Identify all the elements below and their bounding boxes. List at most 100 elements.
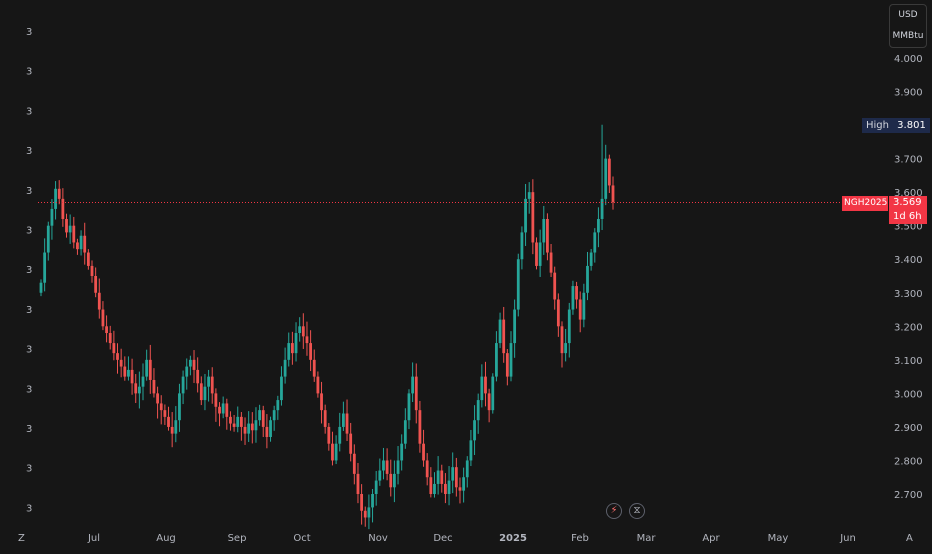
candle-body (334, 443, 338, 461)
candle-body (196, 369, 200, 384)
candle (360, 484, 364, 525)
candle-body (105, 326, 108, 334)
candle-body (407, 393, 411, 421)
candle-body (101, 309, 105, 327)
currency-unit-selector[interactable]: USD MMBtu (889, 4, 927, 48)
candle (516, 253, 520, 317)
candle (309, 330, 313, 372)
candle-body (520, 232, 524, 260)
candle (349, 422, 353, 462)
candle-body (130, 369, 134, 384)
candle (371, 488, 374, 523)
hourglass-icon[interactable]: ⧖ (629, 503, 645, 519)
time-tick-label: Apr (702, 533, 720, 544)
candle-body (309, 343, 313, 360)
candle (305, 321, 309, 356)
candle-body (546, 218, 549, 253)
candle-body (83, 235, 87, 253)
auto-scale-toggle[interactable]: A (906, 533, 913, 544)
candle-body (447, 480, 451, 494)
candle (444, 473, 447, 504)
candle (280, 366, 283, 406)
candle (363, 506, 367, 527)
lightning-icon[interactable]: ⚡ (606, 503, 622, 519)
left-price-axis[interactable]: 3 3 3 3 3 3 3 3 3 3 3 3 3 (26, 27, 32, 514)
candle-body (564, 343, 568, 354)
candle-body (236, 416, 240, 427)
candle-body (516, 259, 520, 310)
candle-body (542, 218, 546, 243)
candle (411, 362, 415, 402)
time-tick-label: Aug (156, 533, 176, 544)
candle-body (148, 359, 152, 380)
candle-body (469, 440, 473, 461)
candle (174, 406, 178, 443)
candle-body (418, 410, 422, 444)
candle-body (108, 333, 112, 344)
candle-body (210, 376, 214, 394)
left-tick-label: 3 (26, 186, 32, 197)
right-tick-label: 3.100 (894, 356, 923, 367)
candle (560, 321, 564, 368)
candle-body (90, 265, 94, 276)
candle (86, 249, 90, 270)
candle (46, 221, 50, 261)
candle-body (243, 426, 247, 434)
left-tick-label: 3 (26, 384, 32, 395)
candle (578, 291, 582, 333)
candle-body (294, 333, 298, 354)
candle-body (72, 225, 76, 243)
candle-body (298, 326, 302, 334)
candle-body (360, 494, 364, 511)
candle-body (436, 470, 440, 484)
candle (54, 181, 57, 220)
candle (152, 368, 156, 398)
candle-body (575, 286, 578, 300)
left-corner-label[interactable]: Z (18, 533, 25, 544)
candle (549, 243, 553, 277)
candle-body (199, 383, 203, 401)
candle (338, 412, 342, 452)
unit-label: MMBtu (892, 31, 924, 41)
candle (79, 230, 83, 256)
candle (90, 260, 94, 283)
candle-body (225, 403, 229, 417)
high-label: High (866, 120, 889, 131)
candle (542, 205, 546, 255)
candle (567, 302, 571, 358)
candle (367, 494, 371, 530)
candle-body (68, 225, 72, 233)
candle (334, 435, 338, 465)
left-tick-label: 3 (26, 305, 32, 316)
candle (465, 456, 469, 488)
candle-body (600, 198, 604, 219)
candle-body (247, 423, 251, 434)
candle-body (495, 343, 498, 377)
candle (301, 313, 305, 349)
candle (203, 373, 207, 411)
time-tick-label: Mar (637, 533, 657, 544)
candle-body (145, 359, 149, 377)
time-axis[interactable]: Jul Aug Sep Oct Nov Dec 2025 Feb Mar Apr May Jun (87, 533, 856, 544)
candle-body (232, 423, 236, 427)
candle-body (134, 383, 138, 394)
candle (57, 180, 61, 205)
candle-body (349, 433, 353, 454)
left-tick-label: 3 (26, 503, 32, 514)
candle-body (400, 443, 404, 461)
candle (116, 343, 119, 374)
candle (265, 414, 269, 449)
right-tick-label: 3.900 (894, 88, 923, 99)
candle-body (422, 443, 425, 461)
candle (436, 456, 440, 495)
candle-body (597, 218, 600, 233)
candle (469, 429, 473, 467)
candle (232, 414, 236, 432)
right-tick-label: 3.200 (894, 322, 923, 333)
candle-body (484, 376, 487, 394)
candle (593, 228, 597, 263)
candle (495, 331, 498, 382)
candle (600, 124, 604, 231)
